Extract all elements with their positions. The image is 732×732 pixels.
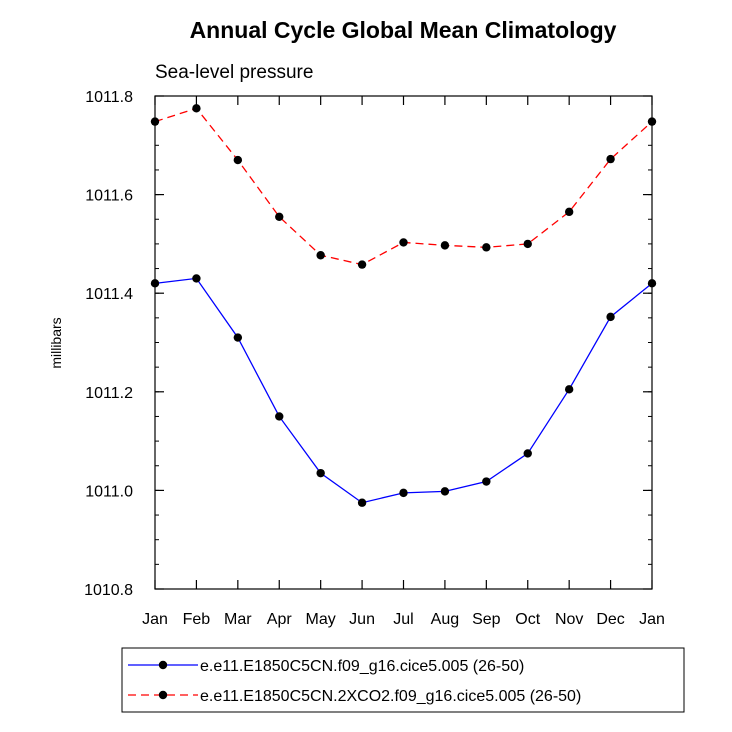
- series-0-point-0: [150, 279, 160, 288]
- x-tick-label-7: Aug: [431, 611, 459, 628]
- series-0-point-11: [606, 312, 615, 322]
- series-0-point-2: [233, 333, 243, 342]
- series-1-point-10: [564, 207, 574, 217]
- x-tick-label-12: Jan: [639, 611, 665, 628]
- series-0-point-8: [482, 477, 491, 486]
- series-1-point-12: [647, 117, 657, 126]
- y-tick-label-5: 1011.8: [85, 89, 133, 106]
- chart-title: Annual Cycle Global Mean Climatology: [190, 17, 617, 43]
- series-1-point-1: [192, 104, 201, 113]
- series-1-point-11: [606, 154, 615, 164]
- series-0-point-10: [564, 385, 574, 394]
- y-tick-label-1: 1011.0: [85, 483, 133, 500]
- x-tick-label-9: Oct: [515, 611, 540, 628]
- series-0-point-4: [316, 468, 325, 478]
- x-tick-label-4: May: [306, 611, 336, 628]
- series-1-point-5: [357, 260, 367, 269]
- series-0-point-6: [399, 488, 408, 498]
- series-1-point-7: [440, 241, 450, 250]
- series-1-point-2: [233, 155, 243, 165]
- series-0-point-7: [440, 487, 450, 496]
- y-tick-label-2: 1011.2: [85, 385, 133, 402]
- legend-label-0: e.e11.E1850C5CN.f09_g16.cice5.005 (26-50…: [200, 658, 524, 675]
- series-1-point-9: [523, 239, 532, 249]
- x-tick-label-6: Jul: [393, 611, 413, 628]
- series-1-point-6: [399, 238, 408, 247]
- x-tick-label-8: Sep: [472, 611, 501, 628]
- legend-box: [121, 647, 685, 713]
- series-1-point-4: [316, 251, 325, 260]
- series-1-point-0: [150, 117, 160, 126]
- y-tick-label-4: 1011.6: [85, 188, 133, 205]
- y-tick-label-3: 1011.4: [85, 286, 133, 303]
- series-0-point-5: [357, 498, 367, 507]
- series-0-point-9: [523, 449, 532, 458]
- legend-label-1: e.e11.E1850C5CN.2XCO2.f09_g16.cice5.005 …: [200, 688, 581, 705]
- series-0-point-1: [192, 274, 201, 283]
- series-1-point-3: [275, 212, 284, 221]
- x-tick-label-3: Apr: [267, 611, 293, 628]
- series-1-point-8: [482, 243, 491, 252]
- plot-area: Jan Feb Mar Apr May Jun Jul Aug Sep Oct Nov Dec Jan 1…: [84, 89, 665, 628]
- series-0-point-3: [275, 412, 284, 421]
- x-tick-label-11: Dec: [596, 611, 624, 628]
- x-tick-label-2: Mar: [224, 611, 252, 628]
- legend-marker-0: [158, 660, 168, 670]
- plot-frame: [154, 95, 653, 590]
- y-axis-label: millibars: [48, 317, 64, 368]
- x-tick-label-5: Jun: [349, 611, 375, 628]
- series-line-0: [154, 277, 653, 504]
- legend-marker-1: [158, 690, 168, 700]
- x-tick-label-1: Feb: [183, 611, 211, 628]
- series-0-point-12: [647, 279, 657, 288]
- y-tick-label-0: 1010.8: [84, 582, 133, 599]
- chart-subtitle: Sea-level pressure: [155, 62, 313, 83]
- legend: e.e11.E1850C5CN.f09_g16.cice5.005 (26-50…: [121, 647, 685, 713]
- x-tick-label-0: Jan: [142, 611, 168, 628]
- x-tick-label-10: Nov: [555, 611, 583, 628]
